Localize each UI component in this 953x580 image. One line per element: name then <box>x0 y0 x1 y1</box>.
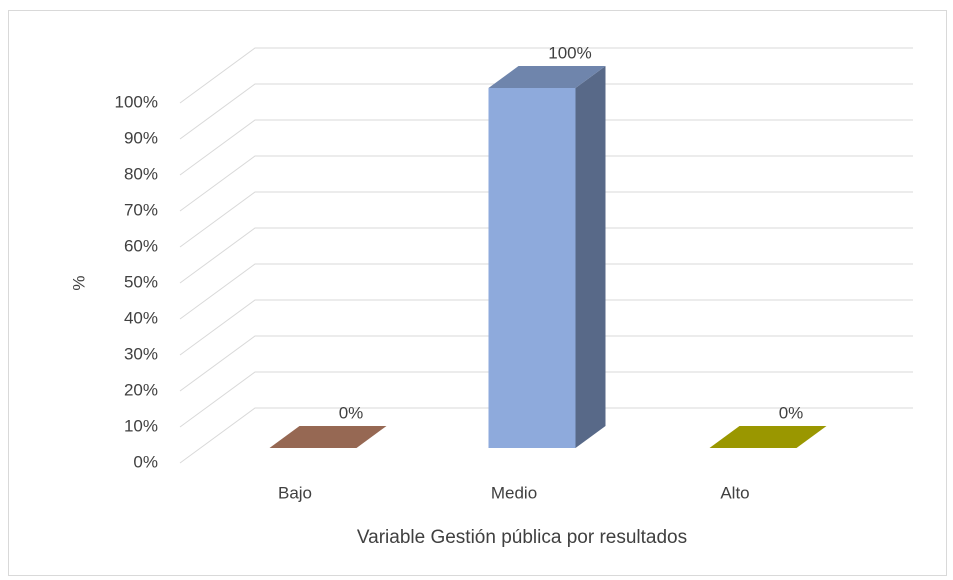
grid-line <box>179 191 913 248</box>
bar-front <box>488 88 576 448</box>
y-tick-label: 20% <box>124 380 158 399</box>
grid-line <box>179 335 913 392</box>
y-tick-label: 90% <box>124 128 158 147</box>
y-tick-label: 30% <box>124 344 158 363</box>
y-tick-label: 70% <box>124 200 158 219</box>
x-tick-label: Bajo <box>278 483 312 502</box>
value-label: 100% <box>548 43 591 62</box>
x-axis-title: Variable Gestión pública por resultados <box>357 527 687 548</box>
grid-line <box>179 119 913 176</box>
chart-border <box>8 10 947 576</box>
y-axis-title: % <box>69 275 88 290</box>
x-tick-label: Medio <box>491 483 537 502</box>
grid-line <box>179 263 913 320</box>
y-tick-label: 50% <box>124 272 158 291</box>
value-label: 0% <box>339 403 364 422</box>
grid-line <box>179 227 913 284</box>
grid-line <box>179 47 913 104</box>
x-tick-label: Alto <box>720 483 749 502</box>
grid-line <box>179 407 913 464</box>
y-tick-label: 10% <box>124 416 158 435</box>
bar-top <box>269 426 387 448</box>
y-tick-label: 0% <box>133 452 158 471</box>
y-tick-label: 40% <box>124 308 158 327</box>
grid-line <box>179 299 913 356</box>
y-tick-label: 80% <box>124 164 158 183</box>
bar-side <box>575 66 606 448</box>
grid-line <box>179 83 913 140</box>
y-tick-label: 100% <box>115 92 158 111</box>
value-label: 0% <box>779 403 804 422</box>
bar-top <box>709 426 827 448</box>
y-tick-label: 60% <box>124 236 158 255</box>
grid-line <box>179 155 913 212</box>
bar-top <box>488 66 606 88</box>
grid-line <box>179 371 913 428</box>
